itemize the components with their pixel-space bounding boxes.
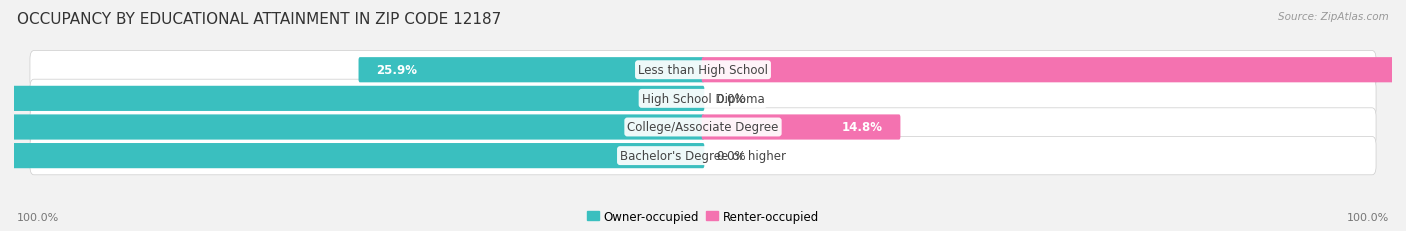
- Text: 0.0%: 0.0%: [716, 92, 745, 105]
- FancyBboxPatch shape: [0, 115, 704, 140]
- Text: 25.9%: 25.9%: [375, 64, 416, 77]
- FancyBboxPatch shape: [30, 51, 1376, 90]
- FancyBboxPatch shape: [702, 58, 1406, 83]
- Text: College/Associate Degree: College/Associate Degree: [627, 121, 779, 134]
- FancyBboxPatch shape: [30, 80, 1376, 118]
- Legend: Owner-occupied, Renter-occupied: Owner-occupied, Renter-occupied: [585, 207, 821, 225]
- FancyBboxPatch shape: [30, 108, 1376, 146]
- FancyBboxPatch shape: [0, 86, 704, 112]
- Text: 0.0%: 0.0%: [716, 149, 745, 162]
- FancyBboxPatch shape: [30, 137, 1376, 175]
- Text: 100.0%: 100.0%: [1347, 212, 1389, 222]
- Text: Bachelor's Degree or higher: Bachelor's Degree or higher: [620, 149, 786, 162]
- Text: High School Diploma: High School Diploma: [641, 92, 765, 105]
- Text: OCCUPANCY BY EDUCATIONAL ATTAINMENT IN ZIP CODE 12187: OCCUPANCY BY EDUCATIONAL ATTAINMENT IN Z…: [17, 12, 501, 27]
- Text: Source: ZipAtlas.com: Source: ZipAtlas.com: [1278, 12, 1389, 21]
- Text: 14.8%: 14.8%: [842, 121, 883, 134]
- FancyBboxPatch shape: [0, 143, 704, 168]
- FancyBboxPatch shape: [359, 58, 704, 83]
- Text: Less than High School: Less than High School: [638, 64, 768, 77]
- FancyBboxPatch shape: [702, 115, 900, 140]
- Text: 100.0%: 100.0%: [17, 212, 59, 222]
